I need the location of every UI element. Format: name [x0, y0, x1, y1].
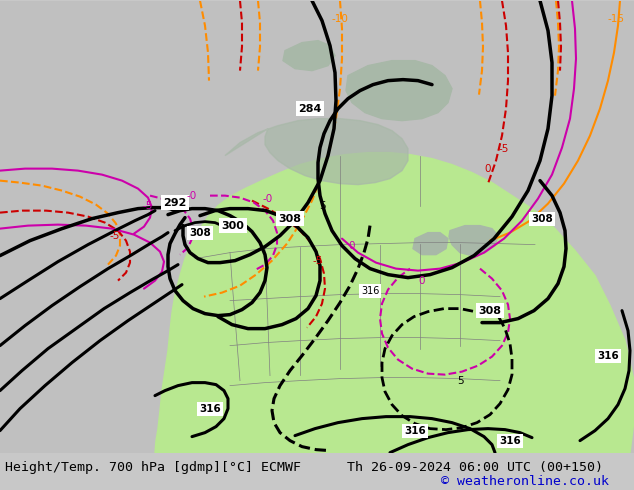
Polygon shape	[283, 41, 335, 71]
Text: -0: -0	[187, 191, 197, 200]
Text: 316: 316	[499, 436, 521, 445]
Text: 308: 308	[278, 214, 302, 223]
Polygon shape	[0, 0, 634, 453]
Polygon shape	[155, 152, 634, 453]
Polygon shape	[225, 119, 408, 185]
Text: 300: 300	[221, 220, 245, 231]
Text: 316: 316	[404, 426, 426, 436]
Text: © weatheronline.co.uk: © weatheronline.co.uk	[441, 474, 609, 488]
Text: 316: 316	[597, 351, 619, 361]
Text: 308: 308	[531, 214, 553, 223]
Text: 5: 5	[456, 376, 463, 386]
Text: -5: -5	[499, 144, 509, 154]
Text: 0: 0	[418, 275, 425, 286]
Text: 0: 0	[485, 164, 491, 173]
Text: 5: 5	[319, 200, 325, 211]
Polygon shape	[449, 225, 498, 256]
Text: 316: 316	[199, 404, 221, 414]
Text: -15: -15	[607, 14, 624, 24]
Text: -0: -0	[263, 194, 273, 204]
Text: 292: 292	[164, 197, 186, 208]
Text: 0: 0	[349, 241, 355, 250]
Text: -5: -5	[110, 231, 120, 241]
Text: Height/Temp. 700 hPa [gdmp][°C] ECMWF: Height/Temp. 700 hPa [gdmp][°C] ECMWF	[5, 461, 301, 474]
Text: 308: 308	[189, 228, 211, 238]
Polygon shape	[0, 0, 634, 453]
Text: -5: -5	[313, 256, 323, 266]
Text: Th 26-09-2024 06:00 UTC (00+150): Th 26-09-2024 06:00 UTC (00+150)	[347, 461, 604, 474]
Text: -10: -10	[332, 14, 349, 24]
Polygon shape	[346, 61, 452, 121]
Text: -5: -5	[143, 200, 153, 211]
Polygon shape	[413, 233, 448, 255]
Text: 284: 284	[299, 103, 321, 114]
Text: 308: 308	[479, 306, 501, 316]
Text: 316: 316	[361, 286, 379, 295]
